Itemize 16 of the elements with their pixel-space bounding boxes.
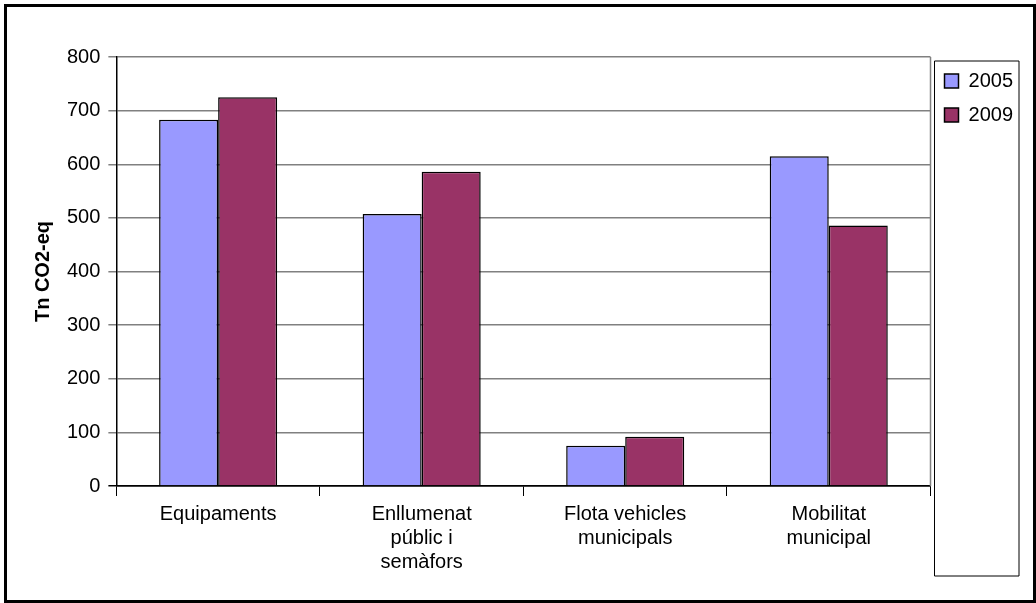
y-tick-label: 0 <box>89 473 101 496</box>
x-tick-label: Flota vehicles municipals <box>564 501 687 548</box>
y-tick-label: 400 <box>66 259 101 282</box>
y-tick-label: 100 <box>66 419 101 442</box>
x-tick-label: Enllumenat públic i semàfors <box>371 501 473 572</box>
y-axis-title: Tn CO2-eq <box>30 220 53 323</box>
x-tick-label: Equipaments <box>159 501 277 524</box>
x-tick-label: Mobilitat municipal <box>786 501 871 548</box>
y-tick-label: 200 <box>66 366 101 389</box>
y-tick-label: 600 <box>66 151 101 174</box>
legend-label: 2009 <box>968 102 1014 125</box>
y-tick-label: 500 <box>66 205 101 228</box>
legend-label: 2005 <box>968 68 1014 91</box>
y-tick-label: 800 <box>66 44 101 67</box>
y-tick-label: 300 <box>66 312 101 335</box>
y-tick-label: 700 <box>66 98 101 121</box>
